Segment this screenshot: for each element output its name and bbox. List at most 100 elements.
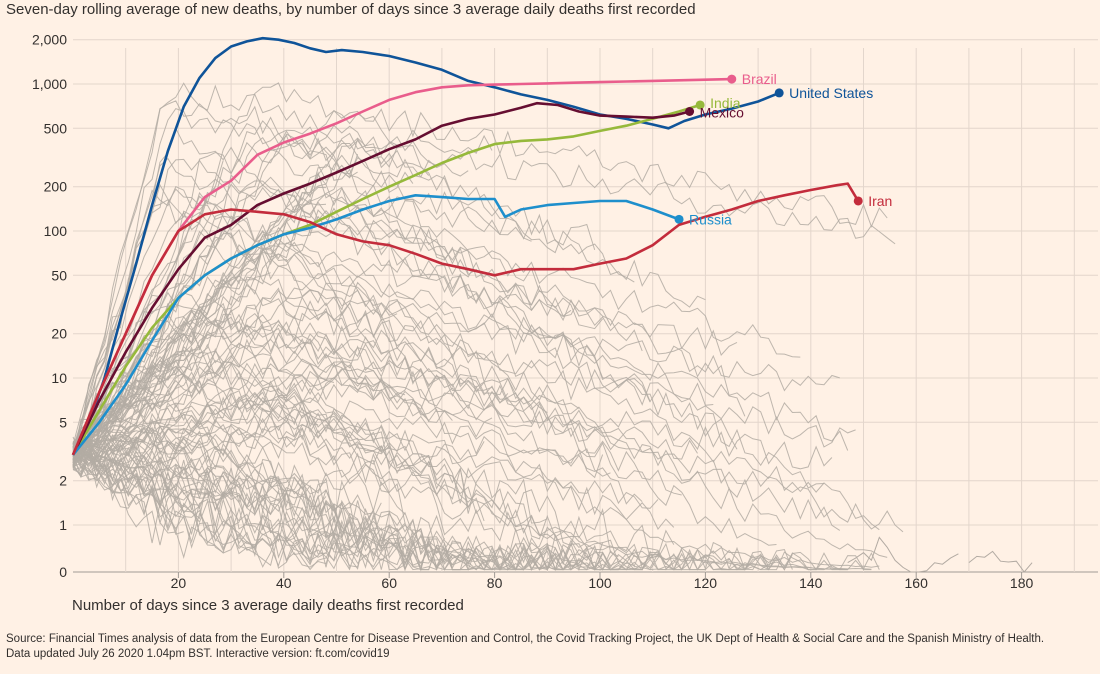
source-line: Source: Financial Times analysis of data… [6, 633, 1045, 645]
background-country-line [72, 444, 350, 568]
background-country-line [72, 325, 445, 464]
source-note: Source: Financial Times analysis of data… [6, 632, 1096, 662]
y-tick-label: 1,000 [32, 76, 67, 92]
background-country-line [72, 132, 706, 467]
x-tick-label: 20 [171, 575, 187, 591]
background-country-line [72, 423, 643, 569]
background-country-line [72, 463, 635, 571]
background-country-line [72, 364, 430, 458]
series-label: Russia [689, 211, 732, 227]
background-country-line [72, 137, 635, 456]
series-label: Brazil [742, 71, 777, 87]
background-country-line [72, 273, 398, 454]
x-tick-label: 40 [276, 575, 292, 591]
y-tick-label: 200 [44, 179, 68, 195]
axis-ticks: 0 1 2 5 10 20 50 100 200 500 1,000 2,000 20 40 60 80 100… [32, 32, 1034, 591]
background-country-line [72, 361, 604, 479]
background-country-line [72, 445, 770, 571]
background-country-line [72, 417, 675, 559]
background-country-line [72, 452, 264, 559]
x-axis-title: Number of days since 3 average daily dea… [72, 597, 464, 614]
series-label: Mexico [700, 105, 745, 121]
background-country-line [72, 291, 904, 533]
y-tick-label: 2 [59, 473, 67, 489]
x-tick-label: 180 [1010, 575, 1034, 591]
data-updated-line: Data updated July 26 2020 1.04pm BST. In… [6, 648, 390, 660]
background-country-line [72, 365, 192, 465]
background-country-line [72, 304, 841, 531]
background-country-line [72, 447, 595, 572]
x-tick-label: 80 [487, 575, 503, 591]
background-country-line [72, 298, 493, 448]
background-country-line [72, 349, 335, 457]
chart-title: Seven-day rolling average of new deaths,… [6, 1, 696, 18]
background-country-line [72, 441, 406, 515]
background-country-line [72, 151, 825, 489]
background-country-line [72, 376, 698, 463]
background-country-line [72, 228, 738, 463]
background-country-line [72, 373, 675, 530]
y-tick-label: 5 [59, 414, 67, 430]
series-line-united-states [71, 36, 780, 456]
background-country-line [72, 188, 548, 460]
background-country-line [72, 158, 801, 460]
y-tick-label: 100 [44, 223, 68, 239]
highlighted-series [71, 36, 863, 456]
background-country-line [72, 107, 469, 446]
series-label: Iran [868, 193, 892, 209]
background-country-line [72, 292, 406, 450]
x-tick-label: 160 [905, 575, 929, 591]
x-tick-label: 140 [799, 575, 823, 591]
background-country-line [72, 195, 888, 558]
background-country-line [72, 407, 548, 524]
background-country-line [72, 368, 382, 462]
series-end-marker [853, 196, 863, 206]
y-tick-label: 50 [51, 267, 67, 283]
background-country-line [72, 275, 856, 448]
series-label: United States [789, 85, 873, 101]
series-end-marker [695, 100, 705, 110]
x-tick-label: 60 [381, 575, 397, 591]
background-country-lines [72, 82, 1033, 573]
background-country-line [847, 536, 959, 573]
background-country-line [72, 82, 888, 463]
background-country-line [968, 550, 1033, 573]
y-tick-label: 2,000 [32, 32, 67, 48]
series-end-marker [774, 88, 784, 98]
series-label: India [710, 95, 741, 111]
x-tick-label: 120 [694, 575, 718, 591]
series-end-marker [685, 107, 695, 117]
x-tick-label: 100 [588, 575, 612, 591]
series-line-russia [71, 194, 680, 456]
background-country-line [72, 186, 738, 458]
background-country-line [72, 120, 849, 464]
background-country-line [72, 308, 580, 455]
series-line-brazil [71, 77, 732, 456]
background-country-line [72, 315, 848, 570]
background-country-line [72, 444, 579, 572]
y-tick-label: 20 [51, 326, 67, 342]
background-country-line [72, 432, 390, 493]
background-country-line [72, 209, 651, 464]
series-line-mexico [71, 101, 690, 456]
background-country-line [72, 452, 604, 571]
background-country-line [72, 284, 840, 457]
series-line-iran [71, 182, 860, 456]
background-country-line [72, 445, 445, 556]
background-country-line [72, 206, 714, 450]
y-tick-label: 0 [59, 564, 67, 580]
series-end-marker [674, 214, 684, 224]
background-country-line [72, 136, 430, 451]
background-country-line [72, 420, 216, 463]
y-tick-label: 10 [51, 370, 67, 386]
background-country-line [72, 198, 682, 496]
y-tick-label: 1 [59, 517, 67, 533]
background-country-line [72, 127, 414, 449]
background-country-line [72, 350, 485, 522]
series-end-marker [727, 74, 737, 84]
background-country-line [72, 343, 833, 470]
y-tick-label: 500 [44, 120, 68, 136]
background-country-line [72, 452, 184, 546]
